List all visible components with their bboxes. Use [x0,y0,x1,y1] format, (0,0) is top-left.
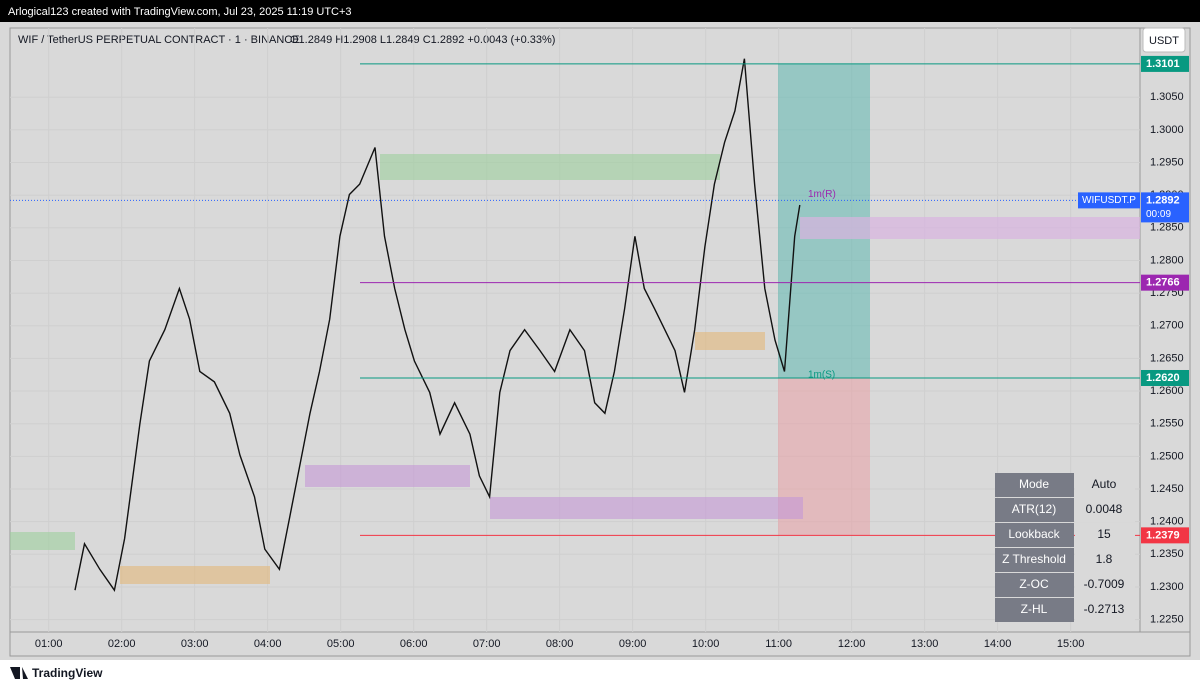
table-value: 15 [1097,527,1111,541]
footer [0,660,1200,690]
x-tick-label: 11:00 [765,638,792,650]
price-tag-label: 1.3101 [1146,58,1180,70]
currency-button[interactable] [1142,27,1186,53]
y-tick-label: 1.2250 [1150,613,1184,625]
table-value: 1.8 [1096,552,1113,566]
y-tick-label: 1.2800 [1150,254,1184,266]
table-key-cell [995,573,1074,597]
price-tag [1141,192,1189,223]
table-value: -0.7009 [1084,577,1125,591]
zones [10,154,1140,584]
table-value-cell [1075,548,1135,572]
symbol-tag-label: WIFUSDT.P [1082,195,1136,206]
price-tag-label: 1.2892 [1146,194,1180,206]
price-tag-label: 1.2620 [1146,372,1180,384]
countdown: 00:09 [1146,209,1171,220]
y-tick-label: 1.3050 [1150,91,1184,103]
caption: Arlogical123 created with TradingView.co… [8,6,352,18]
x-tick-label: 05:00 [327,638,355,650]
y-tick-label: 1.2850 [1150,222,1184,234]
stats-table: Mode Auto ATR(12) 0.0048 Lookback 15 Z Thresho… [995,473,1135,622]
zone [800,217,1140,239]
zone [380,154,720,180]
y-tick-label: 1.2600 [1150,385,1184,397]
logo [10,667,28,679]
table-value-cell [1075,598,1135,622]
table-key: Z-HL [1021,602,1048,616]
price-tag [1141,527,1189,544]
x-tick-label: 03:00 [181,638,209,650]
price-line [74,58,801,592]
chart-frame [9,27,1191,657]
table-value-cell [1075,498,1135,522]
zone [490,497,803,519]
table-value: -0.2713 [1084,602,1125,616]
x-tick-label: 12:00 [838,638,866,650]
y-tick-label: 1.2950 [1150,156,1184,168]
x-tick-label: 15:00 [1057,638,1085,650]
top-bar [0,0,1200,22]
x-tick-label: 04:00 [254,638,282,650]
table-key: Lookback [1008,527,1060,541]
x-tick-label: 08:00 [546,638,574,650]
y-tick-label: 1.2400 [1150,516,1184,528]
symbol: WIF / TetherUS PERPETUAL CONTRACT · 1 · … [18,34,300,46]
x-tick-label: 07:00 [473,638,501,650]
table-key-cell [995,473,1074,497]
x-tick-label: 10:00 [692,638,720,650]
price-tag [1141,274,1189,291]
price-tag [1141,55,1189,72]
price-tag-label: 1.2379 [1146,529,1180,541]
y-tick-label: 1.2500 [1150,450,1184,462]
x-tick-label: 09:00 [619,638,647,650]
symbol-tag [1078,192,1140,209]
table-value-cell [1075,573,1135,597]
table-key: Mode [1019,477,1049,491]
y-tick-label: 1.2350 [1150,548,1184,560]
y-tick-label: 1.2450 [1150,483,1184,495]
table-key: Z Threshold [1002,552,1066,566]
zone [120,566,270,584]
zone [305,465,470,487]
annotation: 1m(R) [808,189,836,200]
ohlc: O1.2849 H1.2908 L1.2849 C1.2892 +0.0043 … [290,34,555,46]
zone [10,532,75,550]
y-tick-label: 1.2650 [1150,352,1184,364]
price-tag [1141,369,1189,386]
y-tick-label: 1.2700 [1150,320,1184,332]
table-key-cell [995,498,1074,522]
table-value: 0.0048 [1086,502,1123,516]
x-tick-label: 02:00 [108,638,136,650]
y-tick-label: 1.2550 [1150,418,1184,430]
x-tick-label: 14:00 [984,638,1012,650]
table-key: Z-OC [1019,577,1049,591]
x-tick-label: 13:00 [911,638,939,650]
y-tick-label: 1.2300 [1150,581,1184,593]
zone [695,332,765,350]
table-value-cell [1075,523,1135,547]
currency-label[interactable]: USDT [1149,35,1179,47]
annotation: 1m(S) [808,370,835,381]
x-tick-label: 06:00 [400,638,428,650]
table-key-cell [995,598,1074,622]
table-value: Auto [1092,477,1117,491]
price-tag-label: 1.2766 [1146,277,1180,289]
x-tick-label: 01:00 [35,638,63,650]
table-key: ATR(12) [1012,502,1056,516]
y-tick-label: 1.3000 [1150,124,1184,136]
table-key-cell [995,548,1074,572]
table-key-cell [995,523,1074,547]
table-value-cell [1075,473,1135,497]
footer-brand: TradingView [32,666,103,680]
